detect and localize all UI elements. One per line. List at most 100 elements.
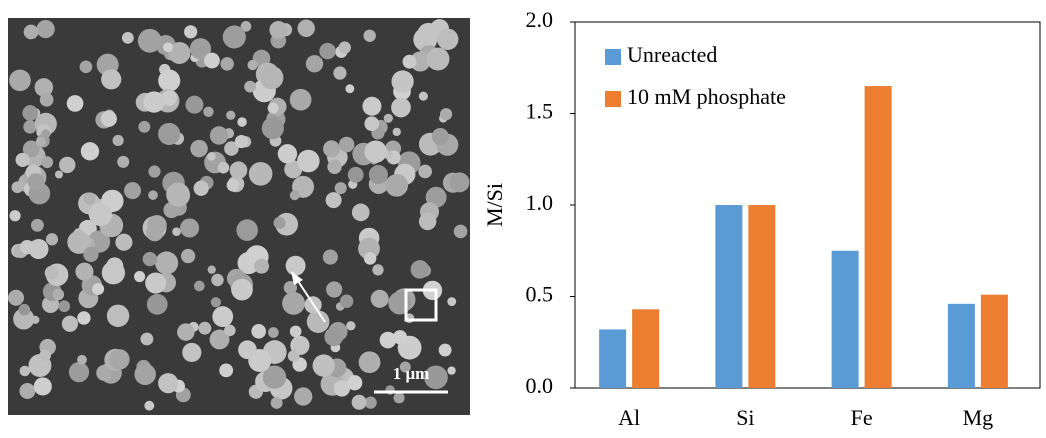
bar: [831, 250, 859, 388]
particle: [134, 363, 156, 386]
particle: [247, 59, 258, 71]
particle: [177, 323, 195, 341]
legend-swatch: [605, 91, 621, 107]
particle: [101, 69, 122, 90]
particle: [238, 340, 257, 360]
particle: [109, 349, 130, 370]
particle: [138, 120, 151, 133]
particle: [224, 141, 239, 156]
particle: [289, 190, 300, 201]
particle: [285, 255, 306, 276]
particle: [270, 397, 283, 409]
particle: [96, 364, 113, 381]
particle: [185, 95, 204, 114]
particle: [212, 306, 234, 327]
particle: [137, 28, 162, 53]
particle: [115, 233, 133, 251]
particle: [391, 97, 411, 118]
particle: [18, 303, 31, 316]
arrow: [295, 277, 326, 323]
particle: [269, 20, 288, 39]
particle: [158, 373, 179, 394]
particle: [106, 257, 124, 275]
particle: [364, 140, 387, 163]
particle: [184, 25, 198, 39]
particle: [231, 278, 253, 301]
particle: [9, 69, 31, 92]
particle: [207, 265, 216, 274]
x-tick-label: Mg: [963, 405, 994, 430]
particle: [123, 182, 142, 200]
particle: [347, 166, 364, 183]
particle: [254, 258, 269, 274]
particle: [402, 54, 417, 69]
particle: [339, 294, 354, 308]
particle: [144, 400, 155, 411]
particle: [148, 190, 158, 200]
particle: [11, 181, 24, 194]
particle: [22, 105, 39, 121]
particle: [193, 180, 209, 196]
particle: [190, 139, 208, 158]
particle: [161, 90, 177, 106]
particle: [306, 310, 330, 333]
particle: [59, 156, 76, 174]
particle: [36, 19, 55, 39]
particle: [333, 66, 347, 80]
particle: [222, 25, 246, 49]
particle: [240, 21, 252, 32]
particle: [39, 92, 54, 107]
particle: [121, 31, 134, 44]
particle: [323, 140, 340, 158]
particle: [351, 203, 370, 222]
particle: [334, 182, 347, 195]
particle: [217, 161, 230, 174]
particle: [180, 248, 196, 264]
chart: M/Si 0.0 0.5 1.0 1.5 2.0 Al Si Fe Mg Unreacted 10 …: [482, 7, 1041, 430]
particle: [322, 249, 338, 265]
particle: [440, 108, 453, 121]
particle: [410, 260, 430, 279]
particle: [80, 142, 100, 161]
particle: [143, 91, 165, 113]
particle: [168, 41, 191, 64]
bar: [599, 329, 627, 388]
particle: [22, 140, 40, 158]
particle: [27, 173, 45, 190]
particle: [326, 281, 343, 298]
particle: [19, 365, 31, 377]
particle: [338, 41, 351, 54]
y-tick-label: 1.5: [526, 99, 554, 124]
particle: [88, 202, 112, 226]
particle: [52, 288, 65, 301]
particle: [203, 106, 214, 117]
particle: [140, 332, 154, 346]
particle: [13, 308, 35, 330]
particle: [426, 47, 450, 71]
particle: [77, 354, 87, 365]
particle: [44, 265, 59, 280]
particle: [449, 172, 470, 193]
particle: [324, 327, 344, 347]
particle: [437, 28, 459, 50]
particle: [117, 155, 130, 168]
particle: [368, 165, 388, 185]
particle: [333, 380, 351, 397]
particle: [244, 80, 256, 93]
particle: [431, 128, 449, 145]
particle: [8, 289, 25, 306]
particle: [100, 110, 117, 127]
particle: [438, 343, 452, 357]
particle: [229, 161, 248, 180]
particle: [319, 42, 336, 60]
particle: [209, 329, 230, 350]
particle: [347, 375, 363, 391]
particle: [142, 251, 158, 267]
y-tick-label: 0.0: [526, 373, 554, 398]
particle: [259, 65, 284, 90]
particle: [383, 113, 393, 123]
particle: [388, 291, 412, 315]
particle: [211, 273, 224, 287]
particle: [370, 289, 389, 308]
particle: [145, 272, 167, 294]
